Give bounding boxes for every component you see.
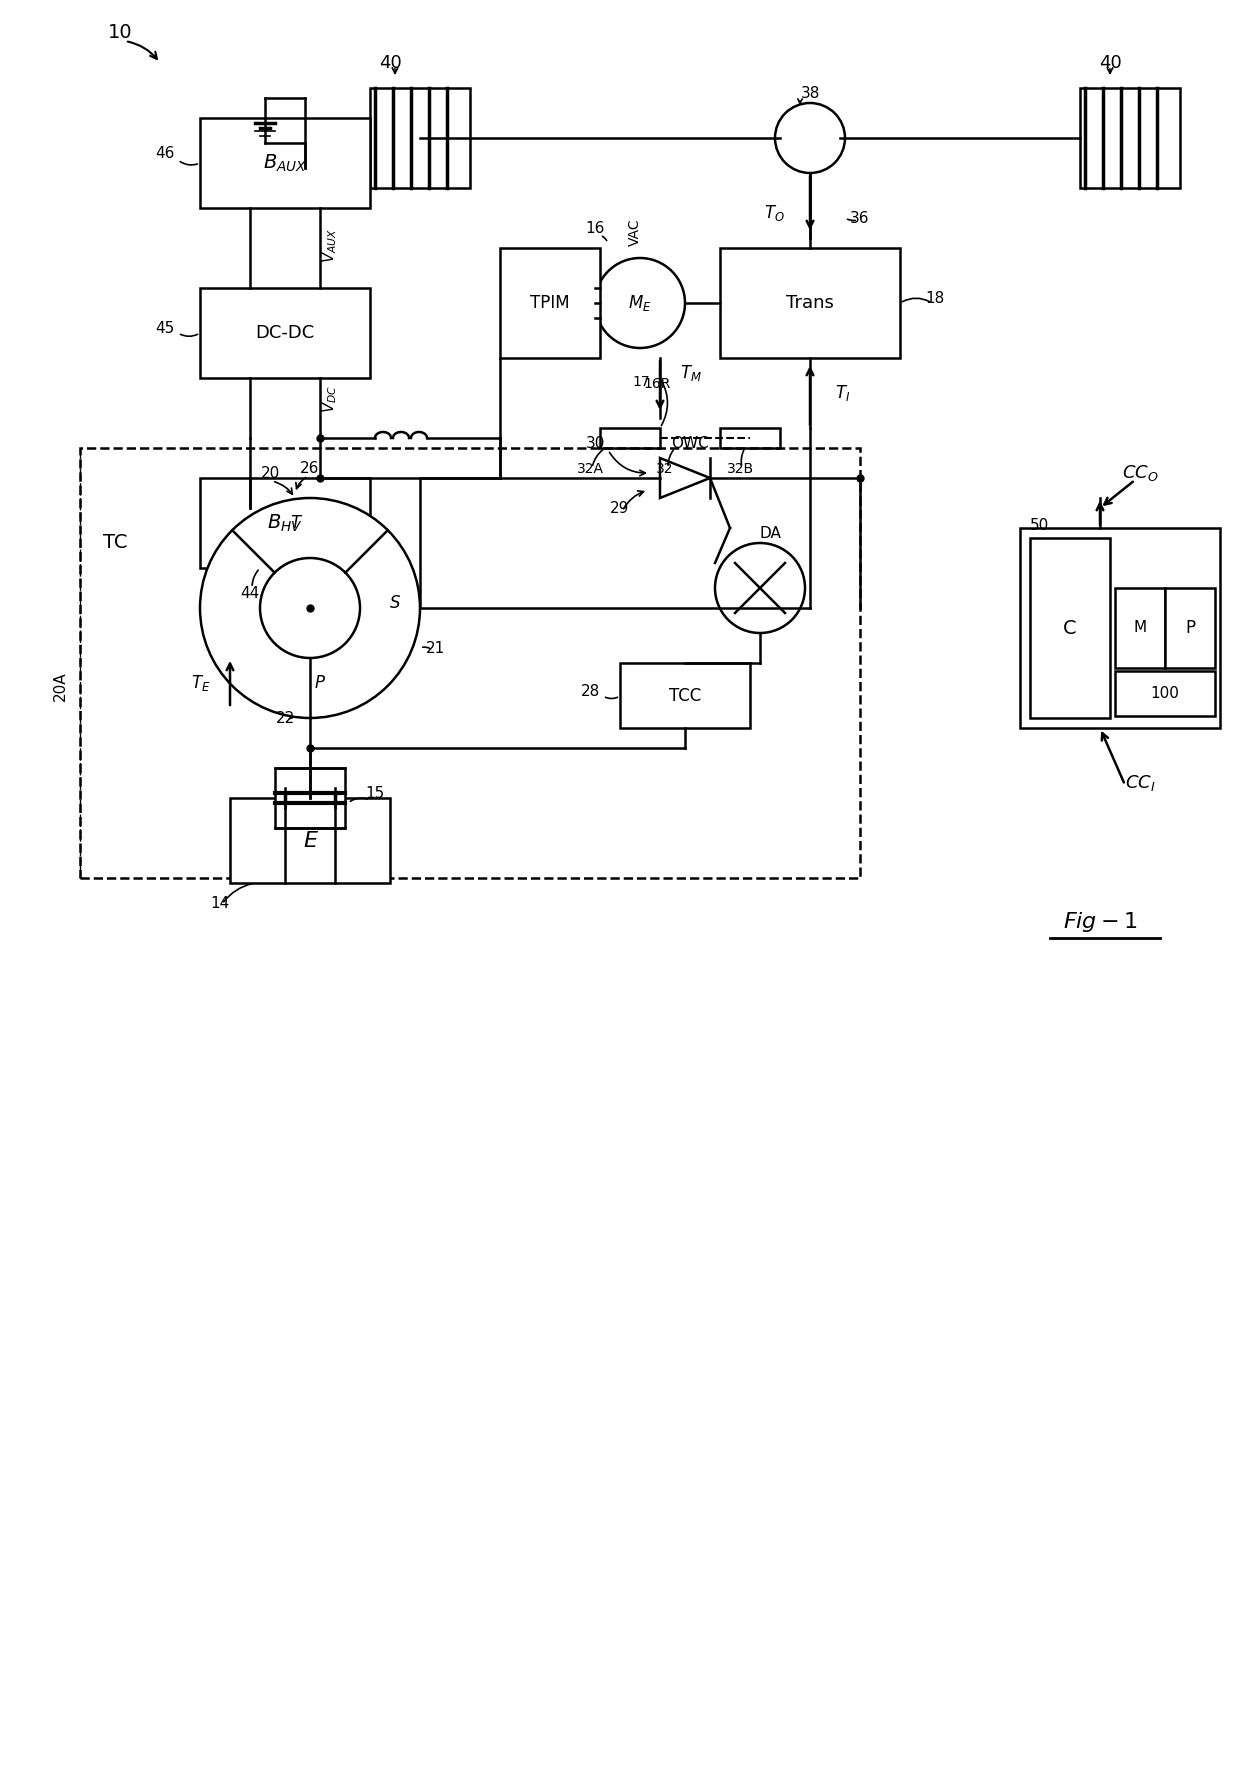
Text: 44: 44 <box>241 587 259 601</box>
Polygon shape <box>660 459 711 498</box>
Bar <box>1115 589 1166 669</box>
Text: 29: 29 <box>610 501 630 516</box>
Text: $M_E$: $M_E$ <box>629 293 652 313</box>
Text: $T_E$: $T_E$ <box>191 674 210 693</box>
Text: 100: 100 <box>1151 686 1179 701</box>
Text: $T_I$: $T_I$ <box>835 382 851 404</box>
Circle shape <box>715 542 805 633</box>
Circle shape <box>200 498 420 718</box>
Text: 40: 40 <box>1099 53 1121 71</box>
Text: TPIM: TPIM <box>531 293 570 311</box>
Text: 14: 14 <box>211 896 229 910</box>
Bar <box>1021 528 1220 727</box>
Bar <box>500 247 600 357</box>
Text: 26: 26 <box>300 461 320 477</box>
Circle shape <box>775 103 844 172</box>
Bar <box>1030 539 1110 718</box>
Text: $T_O$: $T_O$ <box>764 203 785 222</box>
Text: 28: 28 <box>580 685 600 699</box>
Text: 16R: 16R <box>644 377 671 391</box>
Circle shape <box>595 258 684 348</box>
Text: $V_{AUX}$: $V_{AUX}$ <box>321 228 340 263</box>
Circle shape <box>260 558 360 658</box>
Bar <box>620 663 750 727</box>
Text: $T_M$: $T_M$ <box>680 363 702 382</box>
Bar <box>720 428 780 448</box>
Text: 10: 10 <box>108 23 133 43</box>
Text: 45: 45 <box>155 322 175 336</box>
Text: $\it{Fig-1}$: $\it{Fig-1}$ <box>1063 910 1137 933</box>
Text: 30: 30 <box>585 436 605 452</box>
Bar <box>1166 589 1215 669</box>
Text: P: P <box>1185 619 1195 637</box>
Text: 18: 18 <box>925 292 945 306</box>
Text: $CC_I$: $CC_I$ <box>1125 773 1156 793</box>
Bar <box>200 288 370 379</box>
Text: 40: 40 <box>378 53 402 71</box>
Text: M: M <box>1133 621 1147 635</box>
Text: 38: 38 <box>800 85 820 101</box>
Text: 15: 15 <box>366 786 384 802</box>
Text: 50: 50 <box>1030 517 1049 533</box>
Text: 17: 17 <box>632 375 650 389</box>
Text: S: S <box>389 594 401 612</box>
Text: DC-DC: DC-DC <box>255 324 315 341</box>
Bar <box>200 478 370 567</box>
Bar <box>200 117 370 208</box>
Bar <box>229 798 391 884</box>
Text: $B_{AUX}$: $B_{AUX}$ <box>263 153 308 174</box>
Text: $CC_O$: $CC_O$ <box>1122 462 1158 484</box>
Text: 22: 22 <box>275 711 295 725</box>
Text: OWC: OWC <box>671 436 709 452</box>
Text: 32B: 32B <box>727 462 754 477</box>
Text: $V_{DC}$: $V_{DC}$ <box>321 384 340 412</box>
Text: P: P <box>315 674 325 692</box>
Text: T: T <box>290 514 300 532</box>
Text: C: C <box>1063 619 1076 638</box>
Bar <box>600 428 660 448</box>
Text: 32: 32 <box>656 462 673 477</box>
Text: DA: DA <box>759 526 781 541</box>
Bar <box>81 448 861 878</box>
Text: 16: 16 <box>585 220 605 236</box>
Text: 36: 36 <box>851 212 869 226</box>
Bar <box>370 87 470 188</box>
Text: 21: 21 <box>425 642 445 656</box>
Bar <box>275 768 345 829</box>
Bar <box>1115 670 1215 717</box>
Bar <box>720 247 900 357</box>
Text: $B_{HV}$: $B_{HV}$ <box>267 512 303 533</box>
Text: 20: 20 <box>260 466 280 482</box>
Bar <box>1080 87 1180 188</box>
Text: 46: 46 <box>155 146 175 162</box>
Text: E: E <box>303 830 317 852</box>
Text: VAC: VAC <box>627 219 642 245</box>
Text: 20A: 20A <box>52 672 67 701</box>
Text: 32A: 32A <box>577 462 604 477</box>
Text: TCC: TCC <box>668 686 701 706</box>
Text: Trans: Trans <box>786 293 835 311</box>
Text: TC: TC <box>103 533 128 551</box>
